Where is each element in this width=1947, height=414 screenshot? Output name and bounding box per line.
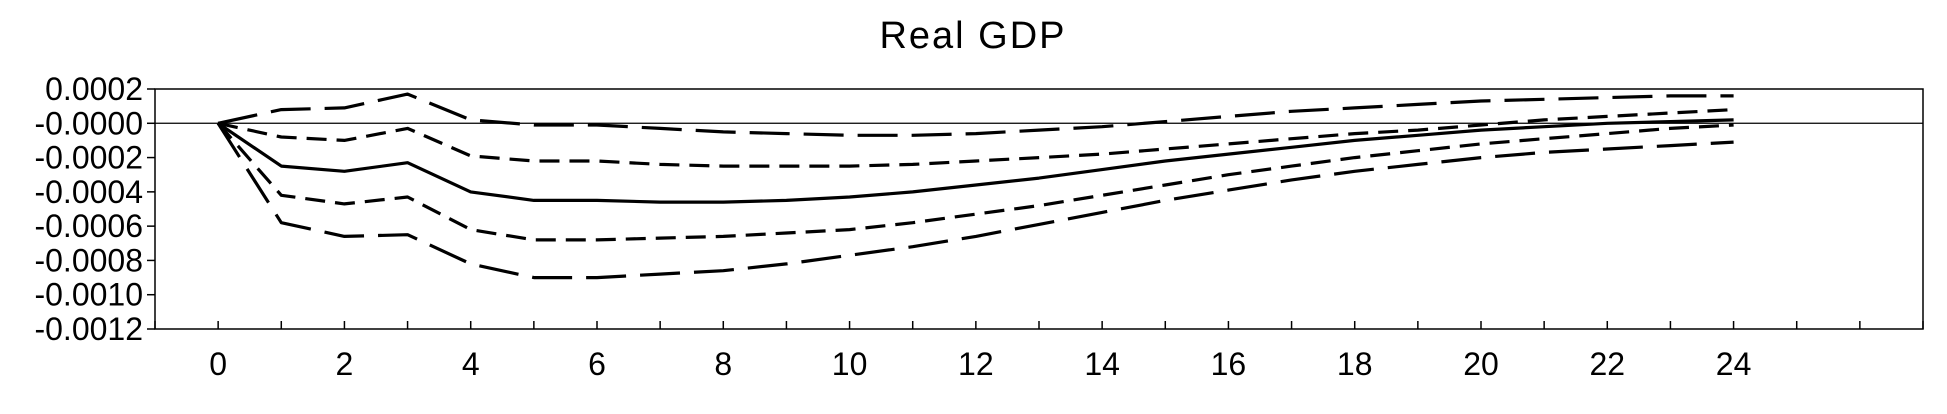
x-tick-label: 6 (588, 346, 606, 382)
x-tick-label: 22 (1589, 346, 1625, 382)
x-tick-label: 10 (832, 346, 868, 382)
y-tick-label: -0.0000 (34, 105, 143, 141)
series-line-3 (217, 118, 1734, 204)
x-tick-label: 16 (1211, 346, 1247, 382)
y-axis: 0.0002-0.0000-0.0002-0.0004-0.0006-0.000… (34, 71, 155, 347)
x-tick-label: 2 (336, 346, 354, 382)
y-tick-label: -0.0010 (34, 277, 143, 313)
series-line-5 (216, 122, 1734, 280)
plot-frame (154, 88, 1924, 330)
x-tick-label: 24 (1716, 346, 1752, 382)
x-tick-label: 4 (462, 346, 480, 382)
x-axis: 0 2 4 6 8 10 12 14 16 18 20 22 24 (154, 321, 1924, 382)
chart-title: Real GDP (879, 15, 1066, 57)
x-tick-label: 0 (209, 346, 227, 382)
series-layer (216, 92, 1734, 280)
x-tick-label: 14 (1084, 346, 1120, 382)
x-tick-label: 8 (714, 346, 732, 382)
y-tick-label: -0.0004 (34, 174, 143, 210)
y-tick-label: -0.0002 (34, 140, 143, 176)
series-line-2 (217, 108, 1734, 168)
y-tick-label: -0.0006 (34, 208, 143, 244)
y-tick-label: 0.0002 (45, 71, 143, 107)
y-tick-label: -0.0012 (34, 311, 143, 347)
x-tick-label: 12 (958, 346, 994, 382)
x-tick-label: 18 (1337, 346, 1373, 382)
x-tick-label: 20 (1463, 346, 1499, 382)
y-tick-label: -0.0008 (34, 242, 143, 278)
series-line-1 (217, 92, 1734, 137)
